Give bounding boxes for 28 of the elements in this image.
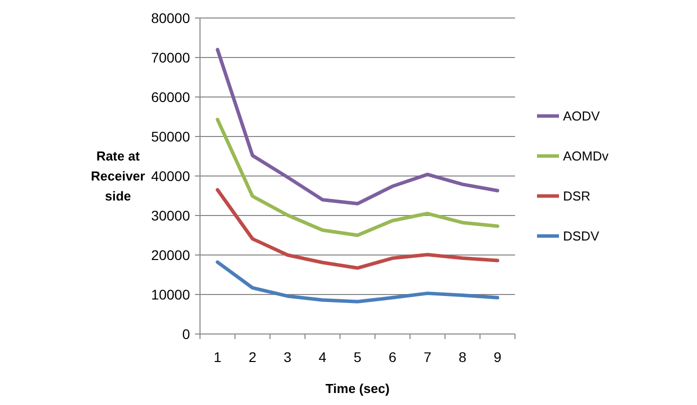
x-tick-label: 2 <box>248 349 257 365</box>
x-axis-title: Time (sec) <box>325 381 390 396</box>
x-tick-label: 5 <box>354 349 362 365</box>
y-tick-label: 50000 <box>151 128 190 144</box>
y-tick-label: 10000 <box>151 286 190 302</box>
x-tick-label: 8 <box>458 349 467 365</box>
y-tick-label: 60000 <box>151 88 190 105</box>
x-tick-label: 4 <box>318 349 327 365</box>
legend-label: AODV <box>563 108 600 124</box>
line-series <box>216 260 500 304</box>
line-series <box>216 48 500 206</box>
legend-label: DSR <box>563 188 590 204</box>
y-tick-label: 70000 <box>151 49 190 66</box>
y-tick-label: 20000 <box>151 246 190 263</box>
y-tick-label: 30000 <box>151 207 190 224</box>
line-series <box>216 118 500 237</box>
y-axis-title: Rate at Receiver side <box>90 148 146 204</box>
y-tick-label: 40000 <box>151 168 190 184</box>
y-tick-label: 0 <box>182 326 190 342</box>
x-tick-label: 9 <box>494 349 502 365</box>
line-series <box>216 188 500 270</box>
y-tick-label: 80000 <box>151 10 190 26</box>
legend-label: DSDV <box>563 228 600 244</box>
x-tick-label: 7 <box>424 349 432 365</box>
x-tick-label: 1 <box>214 349 222 365</box>
legend-label: AOMDv <box>563 148 609 164</box>
x-tick-label: 3 <box>284 349 292 365</box>
x-tick-label: 6 <box>388 349 397 365</box>
